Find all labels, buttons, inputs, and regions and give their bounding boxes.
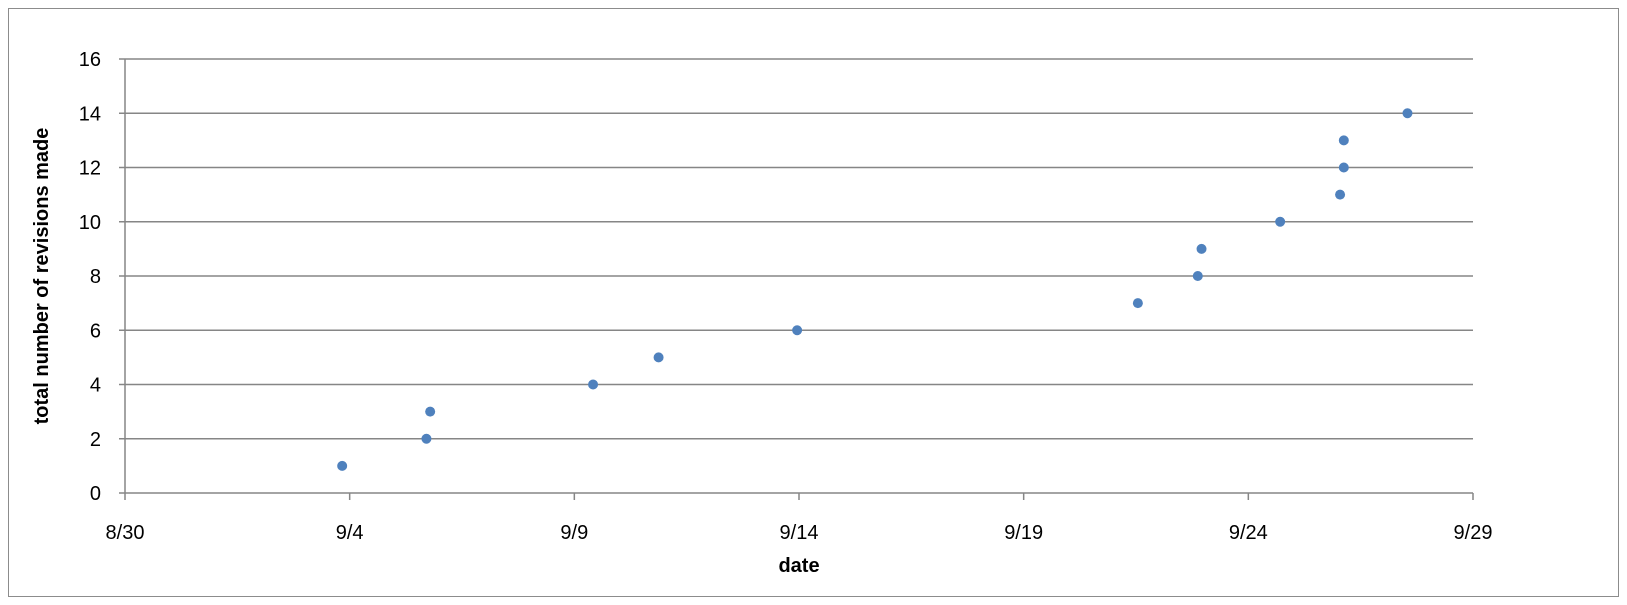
y-tick-label: 2	[90, 429, 101, 451]
y-tick-label: 12	[79, 158, 101, 180]
data-points	[337, 108, 1413, 471]
x-tick-label: 9/24	[1229, 522, 1268, 544]
data-point	[1338, 135, 1349, 146]
data-point	[1132, 298, 1143, 309]
data-point	[1338, 162, 1349, 173]
y-tick-label: 0	[90, 483, 101, 505]
x-tick-label: 9/4	[336, 522, 364, 544]
x-tick-label: 8/30	[106, 522, 145, 544]
data-point	[588, 379, 599, 390]
x-axis-title: date	[778, 555, 819, 577]
data-point	[337, 460, 348, 471]
y-axis-title: total number of revisions made	[31, 128, 53, 425]
x-tick-label: 9/9	[560, 522, 588, 544]
gridlines	[125, 58, 1473, 440]
y-tick-label: 14	[79, 103, 101, 125]
x-tick-label: 9/14	[780, 522, 819, 544]
x-tick-label: 9/29	[1454, 522, 1493, 544]
x-tick-label: 9/19	[1004, 522, 1043, 544]
data-point	[792, 325, 803, 336]
x-tick-labels: 8/30 9/4 9/9 9/14 9/19 9/24 9/29	[106, 522, 1493, 544]
y-tick-label: 10	[79, 212, 101, 234]
y-tick-label: 8	[90, 266, 101, 288]
data-point	[1275, 216, 1286, 227]
y-tick-label: 4	[90, 375, 101, 397]
data-point	[1402, 108, 1413, 119]
data-point	[1196, 243, 1207, 254]
data-point	[421, 433, 432, 444]
axes	[119, 58, 1474, 500]
data-point	[653, 352, 664, 363]
data-point	[1192, 271, 1203, 281]
data-point	[425, 406, 436, 417]
y-tick-label: 6	[90, 320, 101, 342]
y-tick-labels: 0 2 4 6 8 10 12 14 16	[79, 49, 101, 505]
y-tick-label: 16	[79, 49, 101, 71]
data-point	[1335, 189, 1346, 200]
chart-area	[8, 8, 1619, 597]
